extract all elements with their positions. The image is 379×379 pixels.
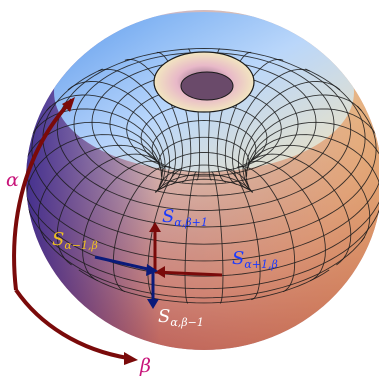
mesh-line — [156, 51, 192, 183]
mesh-line — [112, 262, 126, 293]
arrow-right-to-alpha-plus-one — [154, 266, 223, 278]
mesh-line — [112, 165, 172, 263]
mesh-line — [78, 269, 330, 304]
mesh-line — [232, 68, 311, 190]
beta-label: β — [139, 355, 151, 377]
mesh-line — [282, 262, 296, 293]
beta-axis-arrow — [14, 288, 138, 365]
arrow-up-to-beta-plus-one — [149, 222, 161, 272]
mesh-line — [159, 164, 249, 187]
mesh-line — [42, 236, 366, 299]
mesh-line — [249, 149, 257, 163]
alpha-label: α — [6, 169, 19, 191]
mesh-line — [151, 120, 257, 163]
mesh-line — [26, 134, 162, 197]
mesh-line — [42, 68, 366, 228]
mesh-line — [216, 51, 252, 183]
torus-mesh-grid — [26, 48, 379, 304]
alpha-axis-arrow — [12, 97, 75, 291]
mesh-line — [154, 178, 254, 193]
label-s-alpha-minus-one-beta: Sα−1,β — [52, 229, 98, 252]
mesh-line — [97, 68, 176, 190]
mesh-line — [158, 136, 250, 168]
mesh-line — [336, 234, 352, 266]
torus-hole — [153, 51, 255, 113]
mesh-line — [155, 173, 253, 193]
mesh-line — [91, 60, 317, 185]
mesh-line — [26, 141, 379, 262]
mesh-line — [26, 170, 379, 277]
mesh-line — [160, 152, 248, 178]
mesh-line — [305, 68, 366, 139]
label-s-alpha-beta-plus-one: Sα,β+1 — [162, 206, 208, 229]
label-s-alpha-plus-one-beta: Sα+1,β — [232, 248, 278, 271]
mesh-line — [73, 51, 335, 197]
arrow-left-to-alpha-minus-one — [94, 255, 158, 276]
label-s-alpha-beta-minus-one: Sα,β−1 — [158, 306, 204, 329]
arrow-down-to-beta-minus-one — [147, 272, 159, 309]
mesh-line — [247, 160, 326, 251]
torus-body — [26, 10, 379, 350]
mesh-line — [56, 234, 72, 266]
mesh-line — [246, 134, 379, 197]
mesh-line — [82, 160, 161, 251]
mesh-line — [56, 48, 352, 211]
mesh-line — [247, 162, 250, 168]
mesh-line — [26, 205, 379, 290]
mesh-line — [357, 105, 377, 150]
